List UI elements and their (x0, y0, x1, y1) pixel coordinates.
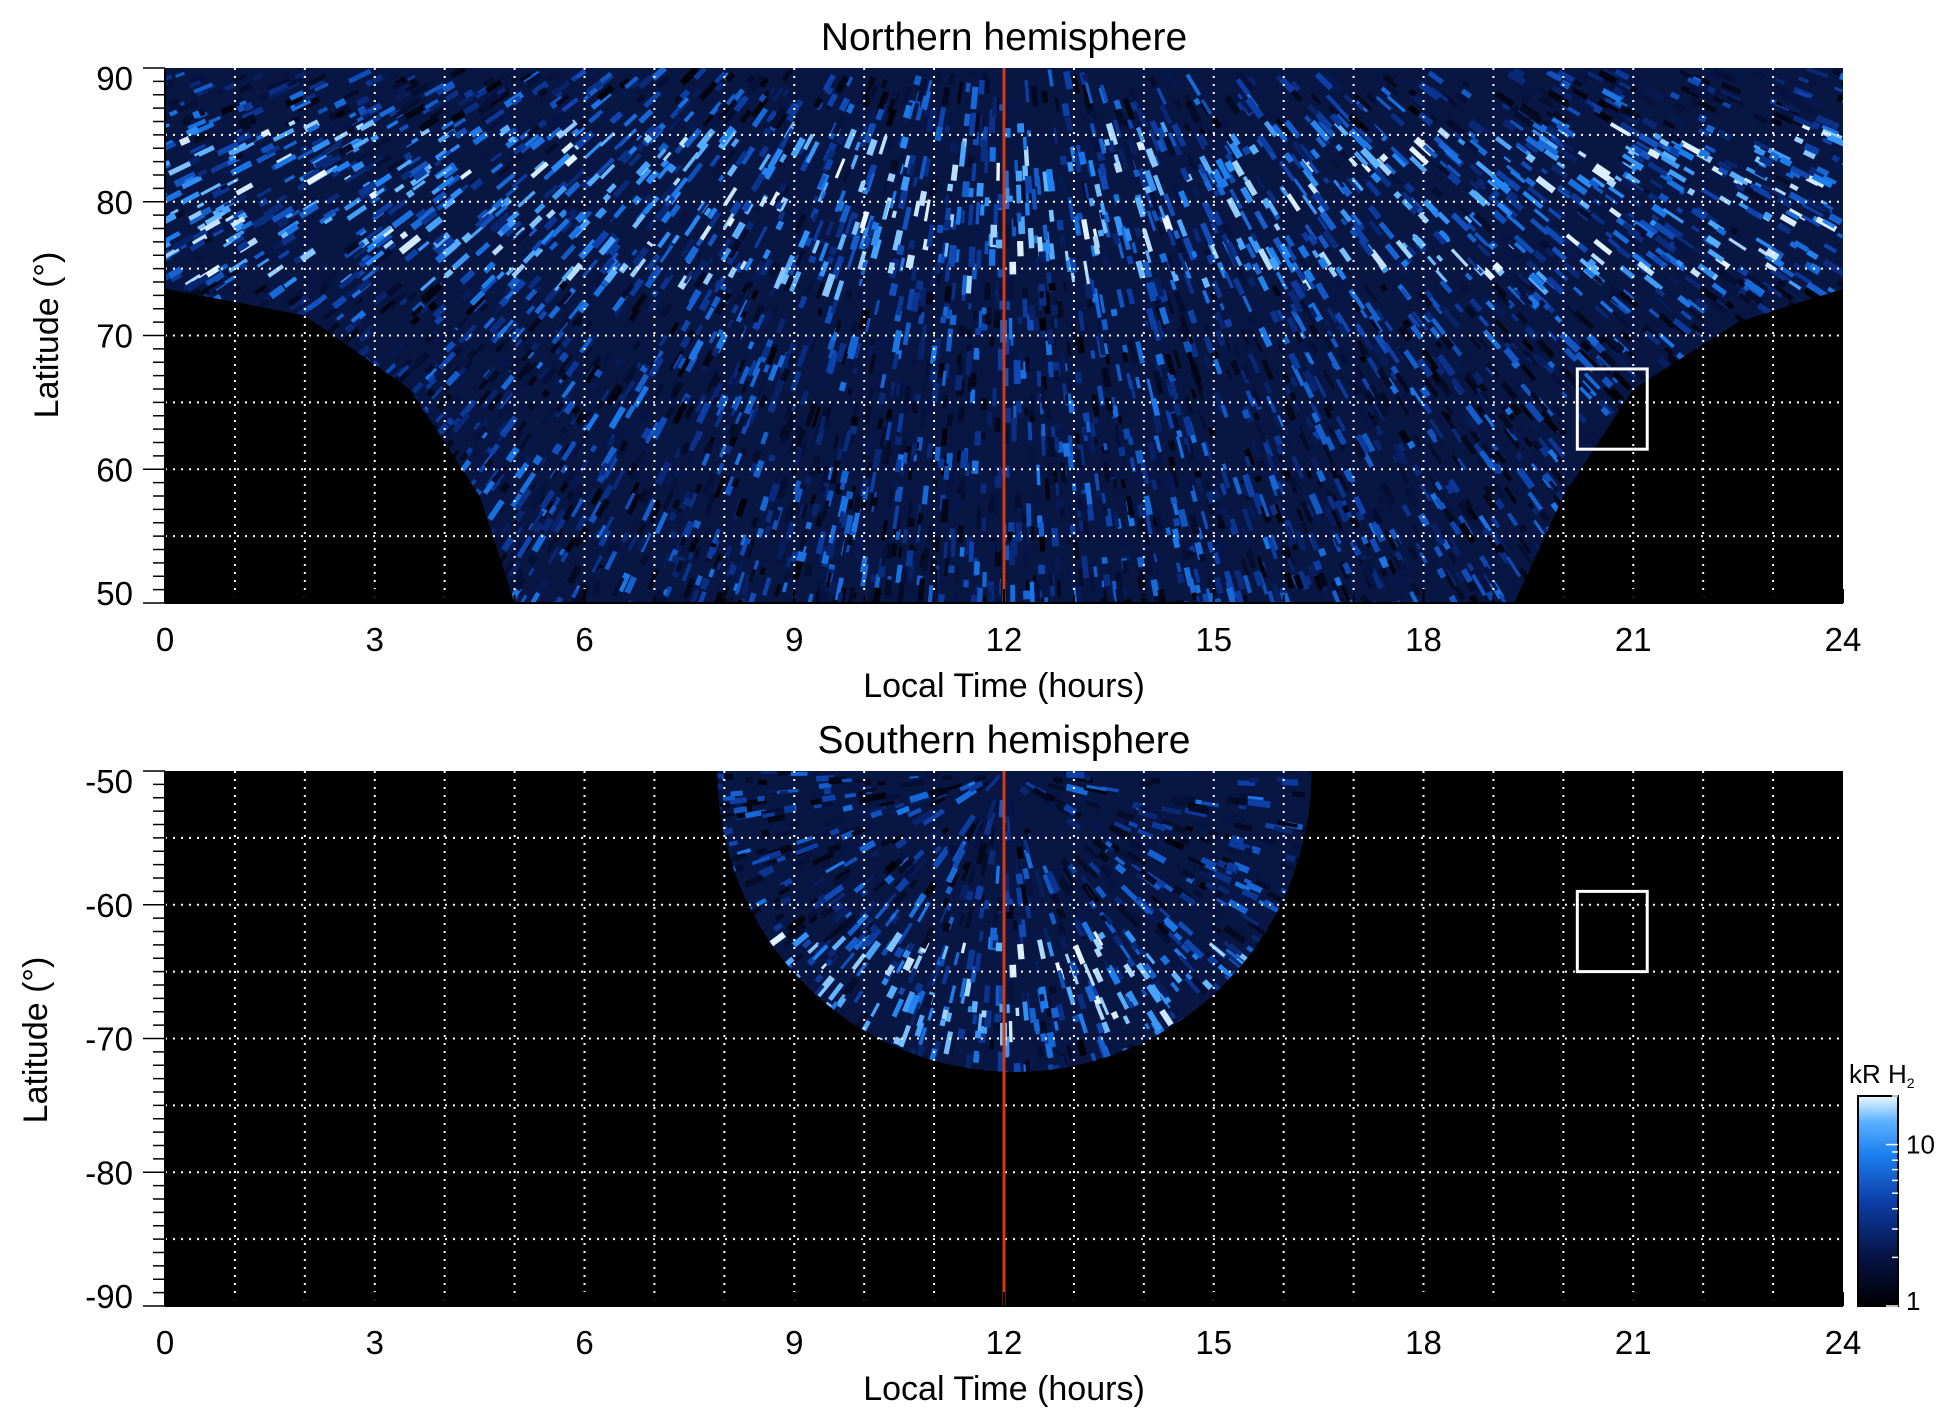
south-y-axis-label: Latitude (°) (17, 957, 55, 1124)
north-axes: 0 3 6 9 12 15 18 21 24 50 60 70 80 90 (96, 60, 1861, 658)
colorbar-tick-label: 10 (1906, 1130, 1935, 1160)
x-tick-label: 18 (1405, 621, 1442, 658)
x-tick-label: 18 (1405, 1324, 1442, 1361)
colorbar: kR H2 1 10 (1849, 1059, 1935, 1316)
x-tick-label: 21 (1615, 1324, 1652, 1361)
x-tick-label: 12 (986, 1324, 1023, 1361)
x-tick-label: 6 (575, 621, 593, 658)
x-tick-label: 3 (366, 621, 384, 658)
north-x-axis-label: Local Time (hours) (863, 667, 1145, 705)
south-highlight-box (1575, 889, 1649, 974)
north-y-axis-label: Latitude (°) (28, 252, 66, 419)
colorbar-tick-label: 1 (1906, 1286, 1920, 1316)
x-tick-label: 15 (1195, 1324, 1232, 1361)
x-tick-label: 9 (785, 1324, 803, 1361)
northern-hemisphere-panel: Northern hemisphere 0 3 6 9 12 15 18 21 24 50 60 70… (28, 16, 1861, 705)
y-tick-label: 80 (96, 184, 133, 221)
x-tick-label: 24 (1825, 621, 1862, 658)
y-tick-label: -70 (85, 1021, 133, 1058)
colorbar-gradient (1857, 1095, 1899, 1307)
y-tick-label: -90 (85, 1278, 133, 1315)
x-tick-label: 6 (575, 1324, 593, 1361)
y-tick-label: -50 (85, 763, 133, 800)
south-title: Southern hemisphere (818, 719, 1191, 762)
south-x-axis-label: Local Time (hours) (863, 1370, 1145, 1408)
y-tick-label: 70 (96, 318, 133, 355)
x-tick-label: 3 (366, 1324, 384, 1361)
north-highlight-box (1575, 367, 1649, 451)
y-tick-label: 90 (96, 60, 133, 97)
x-tick-label: 12 (986, 621, 1023, 658)
y-tick-label: -60 (85, 887, 133, 924)
x-tick-label: 24 (1825, 1324, 1862, 1361)
x-tick-label: 0 (156, 1324, 174, 1361)
colorbar-ticks: 1 10 (1886, 1095, 1935, 1316)
southern-hemisphere-panel: Southern hemisphere 0 3 6 9 12 15 18 21 24 -90 -80… (17, 719, 1861, 1408)
x-tick-label: 15 (1195, 621, 1232, 658)
north-title: Northern hemisphere (821, 16, 1187, 59)
y-tick-label: -80 (85, 1154, 133, 1191)
x-tick-label: 21 (1615, 621, 1652, 658)
x-tick-label: 9 (785, 621, 803, 658)
x-tick-label: 0 (156, 621, 174, 658)
y-tick-label: 60 (96, 451, 133, 488)
colorbar-title: kR H2 (1849, 1059, 1915, 1091)
y-tick-label: 50 (96, 575, 133, 612)
south-axes: 0 3 6 9 12 15 18 21 24 -90 -80 -70 -60 -50 (85, 763, 1861, 1361)
